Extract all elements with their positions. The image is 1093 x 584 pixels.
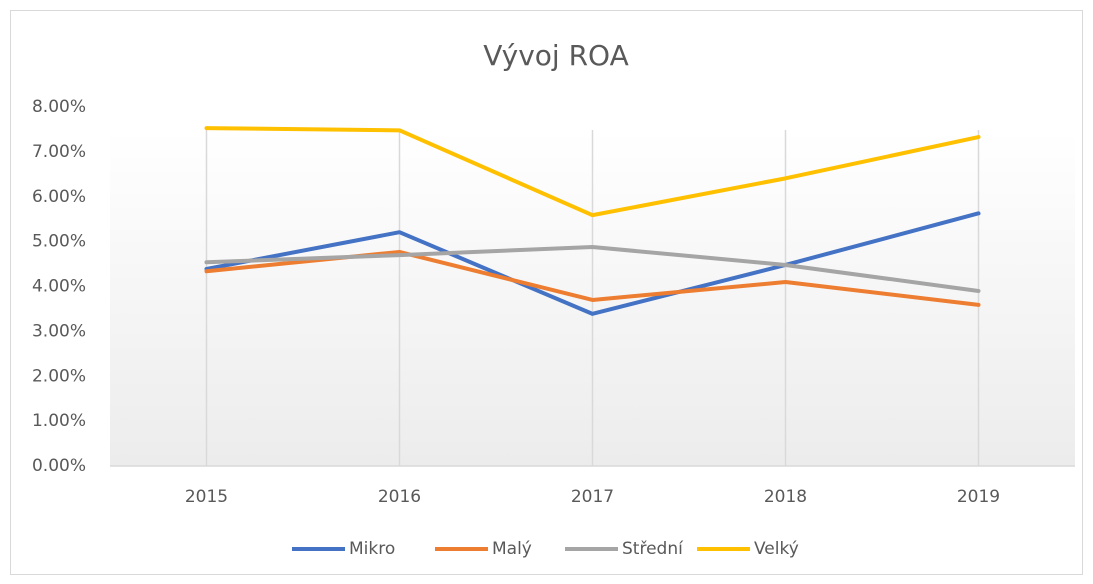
x-tick-label: 2018 — [764, 487, 807, 507]
y-tick-label: 4.00% — [32, 277, 86, 297]
legend-label: Střední — [622, 539, 684, 559]
series-line — [204, 126, 981, 218]
y-tick-label: 3.00% — [32, 321, 86, 341]
y-tick-label: 6.00% — [32, 187, 86, 207]
legend-label: Mikro — [349, 539, 395, 559]
series-line — [204, 245, 981, 293]
y-tick-label: 1.00% — [32, 411, 86, 431]
series-line — [204, 211, 981, 316]
x-tick-label: 2019 — [957, 487, 1000, 507]
y-tick-label: 7.00% — [32, 142, 86, 162]
y-tick-label: 2.00% — [32, 366, 86, 386]
y-tick-label: 5.00% — [32, 232, 86, 252]
legend-label: Velký — [754, 539, 799, 559]
x-tick-label: 2017 — [571, 487, 614, 507]
x-tick-label: 2015 — [185, 487, 228, 507]
y-tick-label: 8.00% — [32, 97, 86, 117]
y-tick-label: 0.00% — [32, 456, 86, 476]
x-tick-label: 2016 — [378, 487, 421, 507]
chart-title: Vývoj ROA — [483, 39, 629, 72]
legend-label: Malý — [492, 539, 532, 559]
